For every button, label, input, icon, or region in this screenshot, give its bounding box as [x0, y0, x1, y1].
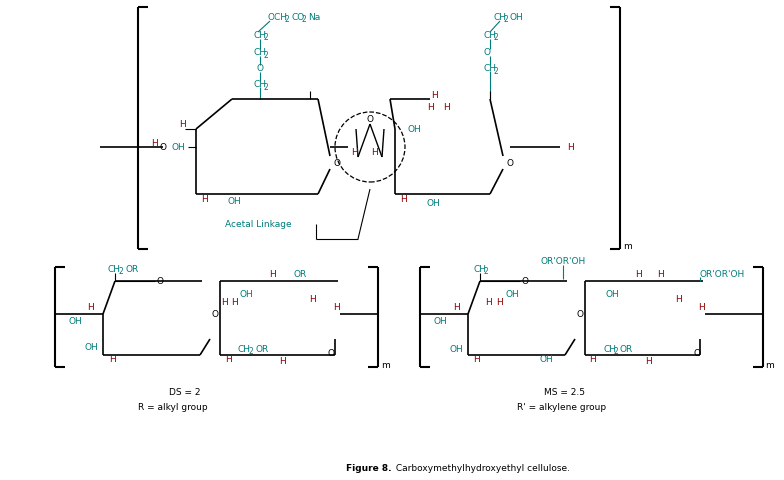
- Text: H: H: [280, 357, 286, 366]
- Text: OH: OH: [84, 343, 98, 352]
- Text: 2: 2: [614, 347, 619, 356]
- Text: OH: OH: [605, 290, 619, 299]
- Text: H: H: [426, 103, 434, 112]
- Text: 2: 2: [249, 347, 253, 356]
- Text: 2: 2: [484, 267, 488, 276]
- Text: OR: OR: [293, 270, 307, 279]
- Text: O: O: [366, 115, 373, 124]
- Text: O: O: [521, 277, 528, 286]
- Text: O: O: [576, 310, 583, 319]
- Text: H: H: [151, 138, 158, 147]
- Text: H: H: [698, 303, 705, 312]
- Text: H: H: [452, 303, 459, 312]
- Text: OH: OH: [240, 290, 254, 299]
- Text: H: H: [567, 143, 573, 152]
- Text: H: H: [644, 357, 652, 366]
- Text: CH: CH: [108, 265, 121, 274]
- Text: CH: CH: [473, 265, 486, 274]
- Text: H: H: [485, 298, 492, 307]
- Text: OR'OR'OH: OR'OR'OH: [700, 270, 746, 279]
- Text: H: H: [657, 270, 663, 279]
- Text: H: H: [371, 148, 377, 157]
- Text: O: O: [159, 143, 166, 152]
- Text: R' = alkylene group: R' = alkylene group: [517, 403, 607, 412]
- Text: O: O: [334, 158, 341, 167]
- Text: m: m: [380, 361, 390, 370]
- Text: H: H: [350, 148, 358, 157]
- Text: m: m: [622, 242, 631, 251]
- Text: OH: OH: [433, 317, 447, 326]
- Text: 2: 2: [285, 15, 289, 24]
- Text: Na: Na: [308, 13, 320, 23]
- Text: H: H: [201, 195, 208, 204]
- Text: H: H: [225, 355, 231, 364]
- Text: H: H: [220, 298, 227, 307]
- Text: Carboxymethylhydroxyethyl cellulose.: Carboxymethylhydroxyethyl cellulose.: [393, 464, 570, 472]
- Text: H: H: [310, 295, 317, 304]
- Text: OH: OH: [171, 143, 185, 152]
- Text: OR: OR: [255, 345, 268, 354]
- Text: OCH: OCH: [268, 13, 288, 23]
- Text: O: O: [693, 349, 700, 358]
- Text: H: H: [109, 355, 115, 364]
- Text: OH: OH: [449, 345, 463, 354]
- Text: OH: OH: [68, 317, 82, 326]
- Text: H: H: [444, 103, 450, 112]
- Text: OH: OH: [539, 355, 553, 364]
- Text: OR'OR'OH: OR'OR'OH: [540, 257, 586, 266]
- Text: H: H: [634, 270, 641, 279]
- Text: 2: 2: [263, 34, 268, 42]
- Text: H: H: [674, 295, 681, 304]
- Text: CH: CH: [238, 345, 251, 354]
- Text: H: H: [180, 120, 187, 129]
- Text: O: O: [212, 310, 219, 319]
- Text: 2: 2: [263, 83, 268, 91]
- Text: O: O: [507, 158, 514, 167]
- Text: 2: 2: [263, 50, 268, 60]
- Text: DS = 2: DS = 2: [169, 388, 201, 396]
- Text: CH: CH: [493, 13, 506, 23]
- Text: O: O: [256, 64, 263, 73]
- Text: m: m: [766, 361, 775, 370]
- Text: R = alkyl group: R = alkyl group: [138, 403, 208, 412]
- Text: CH: CH: [483, 31, 496, 40]
- Text: 2: 2: [494, 66, 499, 75]
- Text: CO: CO: [291, 13, 304, 23]
- Text: Figure 8.: Figure 8.: [347, 464, 392, 472]
- Text: CH: CH: [253, 48, 266, 58]
- Text: OH: OH: [510, 13, 524, 23]
- Text: H: H: [401, 195, 408, 204]
- Text: OH: OH: [505, 290, 519, 299]
- Text: MS = 2.5: MS = 2.5: [545, 388, 586, 396]
- Text: OH: OH: [427, 198, 441, 207]
- Text: H: H: [230, 298, 238, 307]
- Text: H: H: [333, 303, 339, 312]
- Text: CH: CH: [253, 80, 266, 89]
- Text: Acetal Linkage: Acetal Linkage: [225, 220, 292, 229]
- Text: OH: OH: [407, 125, 421, 134]
- Text: 2: 2: [302, 15, 307, 24]
- Text: OH: OH: [228, 197, 241, 206]
- Text: CH: CH: [483, 64, 496, 73]
- Text: H: H: [432, 90, 438, 99]
- Text: O: O: [483, 48, 490, 58]
- Text: CH: CH: [603, 345, 616, 354]
- Text: 2: 2: [118, 267, 123, 276]
- Text: H: H: [495, 298, 503, 307]
- Text: OR: OR: [125, 265, 138, 274]
- Text: 2: 2: [494, 34, 499, 42]
- Text: 2: 2: [503, 15, 508, 24]
- Text: H: H: [474, 355, 481, 364]
- Text: O: O: [328, 349, 335, 358]
- Text: H: H: [270, 270, 277, 279]
- Text: CH: CH: [253, 31, 266, 40]
- Text: O: O: [157, 277, 164, 286]
- Text: H: H: [88, 303, 94, 312]
- Text: H: H: [590, 355, 597, 364]
- Text: OR: OR: [620, 345, 633, 354]
